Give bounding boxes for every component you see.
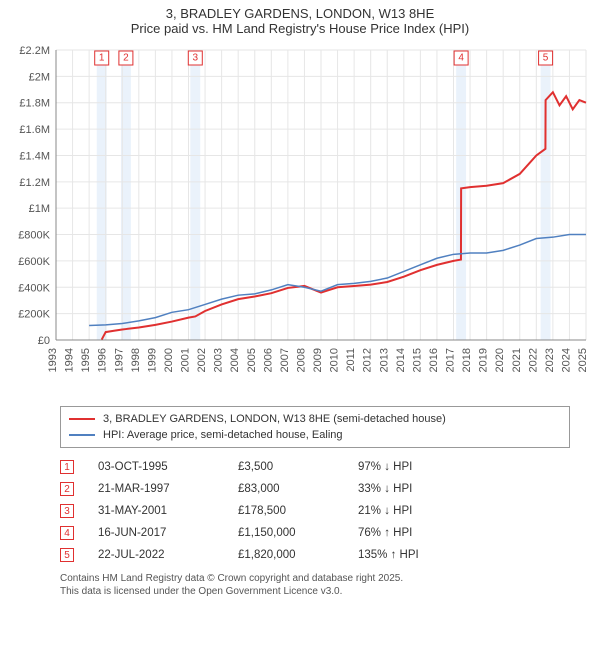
x-tick-label: 2005 — [246, 348, 258, 372]
x-tick-label: 2003 — [213, 348, 225, 372]
x-tick-label: 2017 — [445, 348, 457, 372]
sale-price: £83,000 — [238, 483, 358, 495]
legend-swatch — [69, 434, 95, 436]
x-tick-label: 2002 — [196, 348, 208, 372]
sale-marker-cell: 2 — [60, 482, 74, 496]
sale-marker-number: 5 — [543, 53, 549, 64]
legend-label: 3, BRADLEY GARDENS, LONDON, W13 8HE (sem… — [103, 413, 446, 425]
sale-pct: 135% ↑ HPI — [358, 549, 478, 561]
legend-label: HPI: Average price, semi-detached house,… — [103, 429, 343, 441]
x-tick-label: 2018 — [461, 348, 473, 372]
x-tick-label: 2019 — [478, 348, 490, 372]
sale-marker-cell: 3 — [60, 504, 74, 518]
legend-item: HPI: Average price, semi-detached house,… — [69, 427, 561, 443]
y-tick-label: £0 — [38, 335, 50, 347]
x-tick-label: 2021 — [511, 348, 523, 372]
x-tick-label: 1998 — [130, 348, 142, 372]
title-block: 3, BRADLEY GARDENS, LONDON, W13 8HE Pric… — [0, 0, 600, 40]
x-tick-label: 2008 — [295, 348, 307, 372]
y-tick-label: £1.8M — [19, 98, 50, 110]
sale-band — [541, 50, 551, 340]
x-tick-label: 2015 — [411, 348, 423, 372]
x-tick-label: 2004 — [229, 348, 241, 372]
x-tick-label: 2012 — [362, 348, 374, 372]
y-tick-label: £1.6M — [19, 124, 50, 136]
y-tick-label: £200K — [18, 309, 50, 321]
sale-price: £178,500 — [238, 505, 358, 517]
chart-container: 3, BRADLEY GARDENS, LONDON, W13 8HE Pric… — [0, 0, 600, 598]
x-tick-label: 2011 — [345, 348, 357, 372]
legend-swatch — [69, 418, 95, 420]
title-line-1: 3, BRADLEY GARDENS, LONDON, W13 8HE — [0, 6, 600, 21]
sales-table: 103-OCT-1995£3,50097% ↓ HPI221-MAR-1997£… — [60, 456, 570, 566]
x-tick-label: 2014 — [395, 348, 407, 372]
y-tick-label: £1.4M — [19, 150, 50, 162]
sales-row: 3 31-MAY-2001£178,50021% ↓ HPI — [60, 500, 570, 522]
x-tick-label: 1999 — [146, 348, 158, 372]
sale-marker-number: 3 — [193, 53, 199, 64]
footer-line-2: This data is licensed under the Open Gov… — [60, 585, 570, 598]
x-tick-label: 1996 — [97, 348, 109, 372]
title-line-2: Price paid vs. HM Land Registry's House … — [0, 21, 600, 36]
y-tick-label: £2.2M — [19, 45, 50, 57]
x-tick-label: 2006 — [262, 348, 274, 372]
x-tick-label: 2010 — [329, 348, 341, 372]
sale-pct: 76% ↑ HPI — [358, 527, 478, 539]
sales-row: 4 16-JUN-2017£1,150,00076% ↑ HPI — [60, 522, 570, 544]
y-tick-label: £600K — [18, 256, 50, 268]
sale-price: £3,500 — [238, 461, 358, 473]
x-tick-label: 2013 — [378, 348, 390, 372]
footer-line-1: Contains HM Land Registry data © Crown c… — [60, 572, 570, 585]
sale-date: 22-JUL-2022 — [98, 549, 238, 561]
x-tick-label: 2016 — [428, 348, 440, 372]
x-tick-label: 2007 — [279, 348, 291, 372]
sale-marker-cell: 1 — [60, 460, 74, 474]
x-tick-label: 2000 — [163, 348, 175, 372]
sale-band — [190, 50, 200, 340]
y-tick-label: £800K — [18, 230, 50, 242]
x-tick-label: 2009 — [312, 348, 324, 372]
x-tick-label: 1994 — [64, 348, 76, 372]
y-tick-label: £400K — [18, 282, 50, 294]
x-tick-label: 2020 — [494, 348, 506, 372]
sale-marker-number: 1 — [99, 53, 105, 64]
footer: Contains HM Land Registry data © Crown c… — [60, 572, 570, 598]
sale-date: 21-MAR-1997 — [98, 483, 238, 495]
x-tick-label: 2025 — [577, 348, 589, 372]
x-tick-label: 1997 — [113, 348, 125, 372]
sale-pct: 97% ↓ HPI — [358, 461, 478, 473]
sale-marker-number: 4 — [458, 53, 464, 64]
sale-marker-number: 2 — [123, 53, 129, 64]
sale-price: £1,150,000 — [238, 527, 358, 539]
x-tick-label: 2023 — [544, 348, 556, 372]
sales-row: 5 22-JUL-2022£1,820,000135% ↑ HPI — [60, 544, 570, 566]
sale-date: 16-JUN-2017 — [98, 527, 238, 539]
y-tick-label: £1M — [29, 203, 50, 215]
x-tick-label: 1993 — [47, 348, 59, 372]
line-chart-svg: £0 £200K £400K £600K £800K £1M £1.2M £1.4M £1.6M… — [0, 40, 600, 400]
sale-pct: 33% ↓ HPI — [358, 483, 478, 495]
sale-price: £1,820,000 — [238, 549, 358, 561]
legend: 3, BRADLEY GARDENS, LONDON, W13 8HE (sem… — [60, 406, 570, 448]
sale-date: 03-OCT-1995 — [98, 461, 238, 473]
sale-date: 31-MAY-2001 — [98, 505, 238, 517]
y-tick-label: £2M — [29, 71, 50, 83]
x-tick-label: 1995 — [80, 348, 92, 372]
sale-marker-cell: 4 — [60, 526, 74, 540]
sales-row: 2 21-MAR-1997£83,00033% ↓ HPI — [60, 478, 570, 500]
sale-pct: 21% ↓ HPI — [358, 505, 478, 517]
legend-item: 3, BRADLEY GARDENS, LONDON, W13 8HE (sem… — [69, 411, 561, 427]
x-tick-label: 2024 — [560, 348, 572, 372]
chart-area: £0 £200K £400K £600K £800K £1M £1.2M £1.4M £1.6M… — [0, 40, 600, 400]
x-tick-label: 2022 — [527, 348, 539, 372]
y-tick-label: £1.2M — [19, 177, 50, 189]
sales-row: 1 03-OCT-1995£3,50097% ↓ HPI — [60, 456, 570, 478]
sale-marker-cell: 5 — [60, 548, 74, 562]
x-tick-label: 2001 — [180, 348, 192, 372]
